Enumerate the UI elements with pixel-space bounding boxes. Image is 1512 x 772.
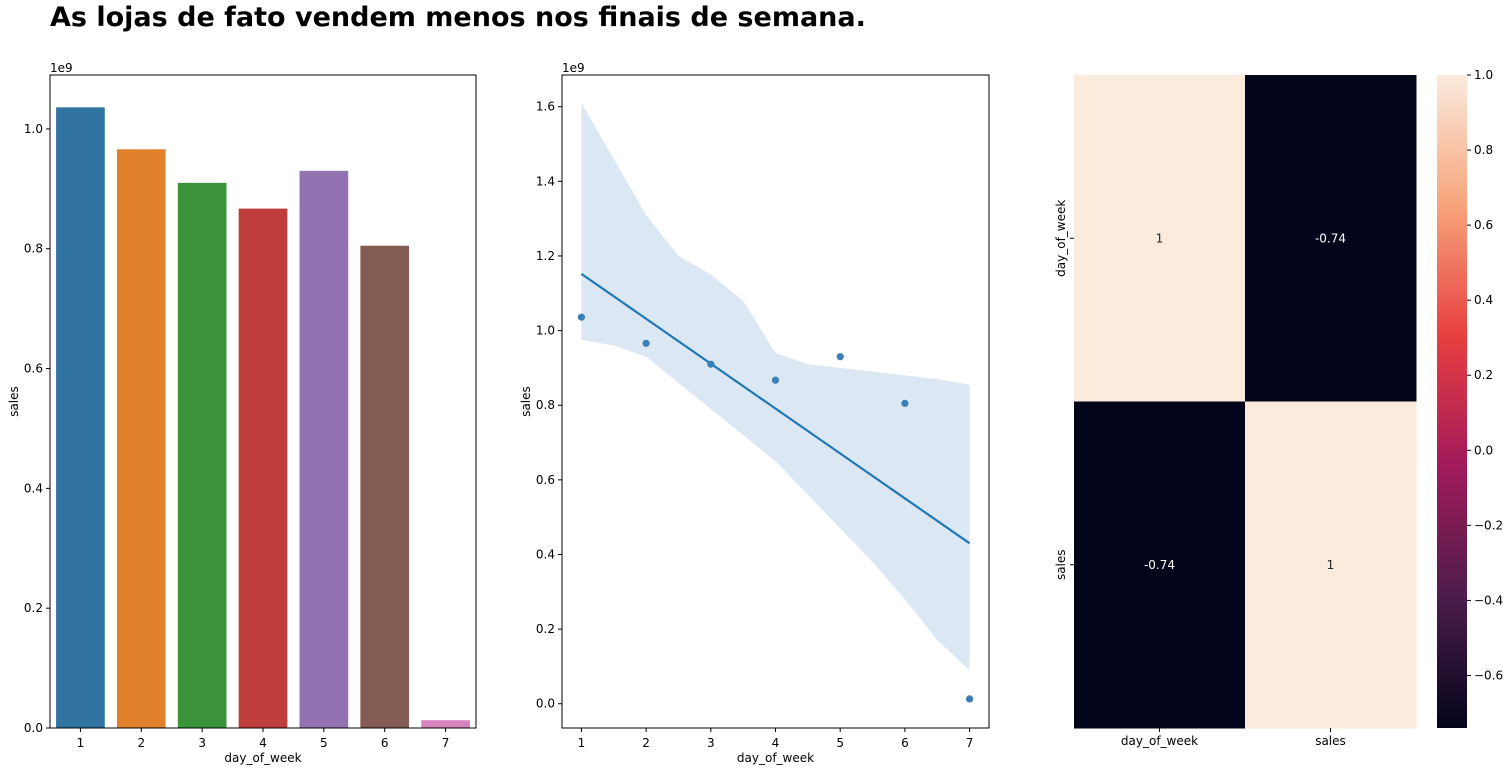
regression-plot-panel: 1 2 3 4 5 6 7 0.0 0.2 0.4 0.6 0.8 1.0 1.2 1.4 1.6 1e9 day… xyxy=(519,61,990,765)
colorbar-tick-label: 1.0 xyxy=(1474,68,1493,82)
regression-line xyxy=(580,272,971,545)
x-tick-label: 4 xyxy=(259,736,267,750)
axes-frame xyxy=(49,74,477,729)
data-point-7 xyxy=(965,695,974,703)
bar-1 xyxy=(56,107,105,728)
colorbar xyxy=(1437,75,1467,728)
y-tick-label: 0.4 xyxy=(536,547,555,561)
y-axis-label: sales xyxy=(519,386,533,417)
x-tick-label: day_of_week xyxy=(1121,734,1198,748)
colorbar-tick-label: −0.2 xyxy=(1474,518,1503,532)
cell-annotation: -0.74 xyxy=(1315,231,1346,245)
bar-chart-panel: 1 2 3 4 5 6 7 0.0 0.2 0.4 0.6 0.8 1.0 1e9 day_of_week s… xyxy=(7,61,477,765)
data-point-2 xyxy=(642,339,650,347)
x-tick-label: 5 xyxy=(836,736,844,750)
y-tick-label: 0.8 xyxy=(24,242,43,256)
y-tick-label: 1.0 xyxy=(24,122,43,136)
figure-title: As lojas de fato vendem menos nos finais… xyxy=(50,2,866,33)
y-tick-label: 0.6 xyxy=(536,473,555,487)
data-point-1 xyxy=(577,313,586,321)
bar-5 xyxy=(299,170,349,728)
y-offset-label: 1e9 xyxy=(562,61,585,75)
x-tick-label: 6 xyxy=(901,736,909,750)
data-point-6 xyxy=(901,399,909,407)
confidence-band xyxy=(581,102,970,671)
data-point-5 xyxy=(836,353,844,361)
y-tick-label: 1.6 xyxy=(536,100,555,114)
y-axis-label: sales xyxy=(7,386,21,417)
y-tick-label: 1.4 xyxy=(536,174,555,188)
cell-annotation: -0.74 xyxy=(1144,558,1175,572)
x-tick-label: 5 xyxy=(320,736,328,750)
colorbar-tick-label: 0.4 xyxy=(1474,293,1493,307)
x-tick-label: 4 xyxy=(772,736,780,750)
bar-3 xyxy=(177,182,227,729)
colorbar-tick-label: 0.2 xyxy=(1474,368,1493,382)
x-tick-label: 7 xyxy=(442,736,450,750)
bar-4 xyxy=(238,208,288,729)
x-tick-label: 7 xyxy=(966,736,974,750)
x-tick-label: 6 xyxy=(381,736,389,750)
x-tick-label: 1 xyxy=(77,736,85,750)
y-tick-label: 0.2 xyxy=(24,601,43,615)
bar-2 xyxy=(116,149,166,728)
bar-7 xyxy=(421,720,470,728)
heatmap-cell xyxy=(1074,75,1246,402)
axes-frame xyxy=(561,74,990,729)
y-tick-label: 0.6 xyxy=(24,362,43,376)
y-tick-label: 0.2 xyxy=(536,622,555,636)
heatmap-cell xyxy=(1245,75,1417,402)
x-tick-label: 1 xyxy=(578,736,586,750)
colorbar-tick-label: −0.4 xyxy=(1474,593,1503,607)
heatmap-cell xyxy=(1245,401,1417,729)
y-tick-label: 1.0 xyxy=(536,324,555,338)
y-tick-label: sales xyxy=(1054,549,1068,580)
y-tick-label: 0.0 xyxy=(536,697,555,711)
x-axis-label: day_of_week xyxy=(224,751,301,765)
x-tick-label: 2 xyxy=(642,736,650,750)
colorbar-tick-label: −0.6 xyxy=(1474,668,1503,682)
colorbar-tick-label: 0.6 xyxy=(1474,218,1493,232)
y-tick-label: 0.8 xyxy=(536,398,555,412)
data-point-3 xyxy=(707,360,715,368)
y-tick-label: 0.4 xyxy=(24,481,43,495)
cell-annotation: 1 xyxy=(1327,558,1335,572)
bar-6 xyxy=(360,245,410,728)
data-point-4 xyxy=(771,376,780,384)
x-tick-label: 3 xyxy=(707,736,715,750)
x-tick-label: sales xyxy=(1315,734,1346,748)
x-axis-label: day_of_week xyxy=(737,751,814,765)
x-tick-label: 3 xyxy=(198,736,206,750)
colorbar-tick-label: 0.8 xyxy=(1474,143,1493,157)
y-tick-label: 1.2 xyxy=(536,249,555,263)
y-tick-label: day_of_week xyxy=(1054,200,1068,277)
cell-annotation: 1 xyxy=(1156,231,1164,245)
y-offset-label: 1e9 xyxy=(50,61,73,75)
x-tick-label: 2 xyxy=(137,736,145,750)
y-tick-label: 0.0 xyxy=(24,721,43,735)
colorbar-tick-label: 0.0 xyxy=(1474,443,1493,457)
heatmap-cell xyxy=(1074,401,1246,729)
